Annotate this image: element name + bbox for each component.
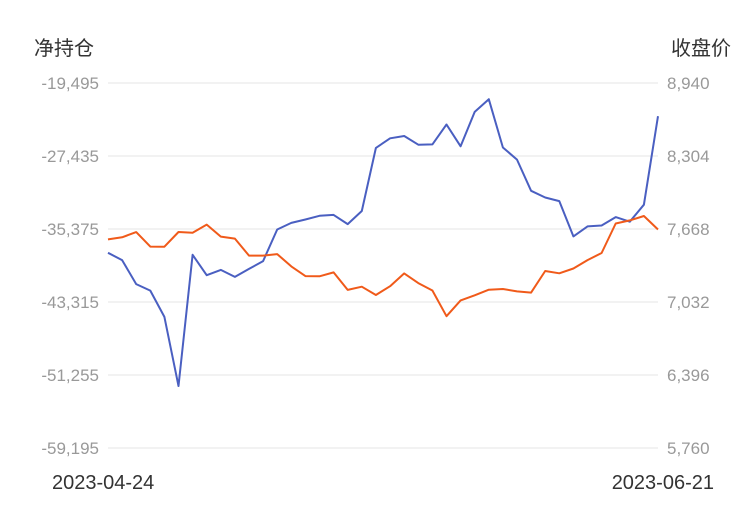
- left-tick-label: -27,435: [41, 147, 99, 166]
- right-axis-ticks: 8,940 8,304 7,668 7,032 6,396 5,760: [667, 74, 710, 458]
- series-layer: [107, 98, 659, 387]
- x-end-label: 2023-06-21: [612, 472, 714, 494]
- right-tick-label: 5,760: [667, 439, 710, 458]
- net-position-line: [107, 98, 659, 387]
- right-tick-label: 7,032: [667, 293, 710, 312]
- left-axis-title: 净持仓: [34, 37, 94, 60]
- right-tick-label: 8,304: [667, 147, 710, 166]
- left-tick-label: -19,495: [41, 74, 99, 93]
- right-axis-title: 收盘价: [671, 37, 731, 60]
- left-tick-label: -51,255: [41, 366, 99, 385]
- close-price-line: [107, 215, 659, 318]
- x-start-label: 2023-04-24: [52, 472, 154, 494]
- right-tick-label: 8,940: [667, 74, 710, 93]
- left-tick-label: -43,315: [41, 293, 99, 312]
- right-tick-label: 7,668: [667, 220, 710, 239]
- right-tick-label: 6,396: [667, 366, 710, 385]
- left-tick-label: -35,375: [41, 220, 99, 239]
- left-axis-ticks: -19,495 -27,435 -35,375 -43,315 -51,255 -59,1…: [41, 74, 99, 458]
- left-tick-label: -59,195: [41, 439, 99, 458]
